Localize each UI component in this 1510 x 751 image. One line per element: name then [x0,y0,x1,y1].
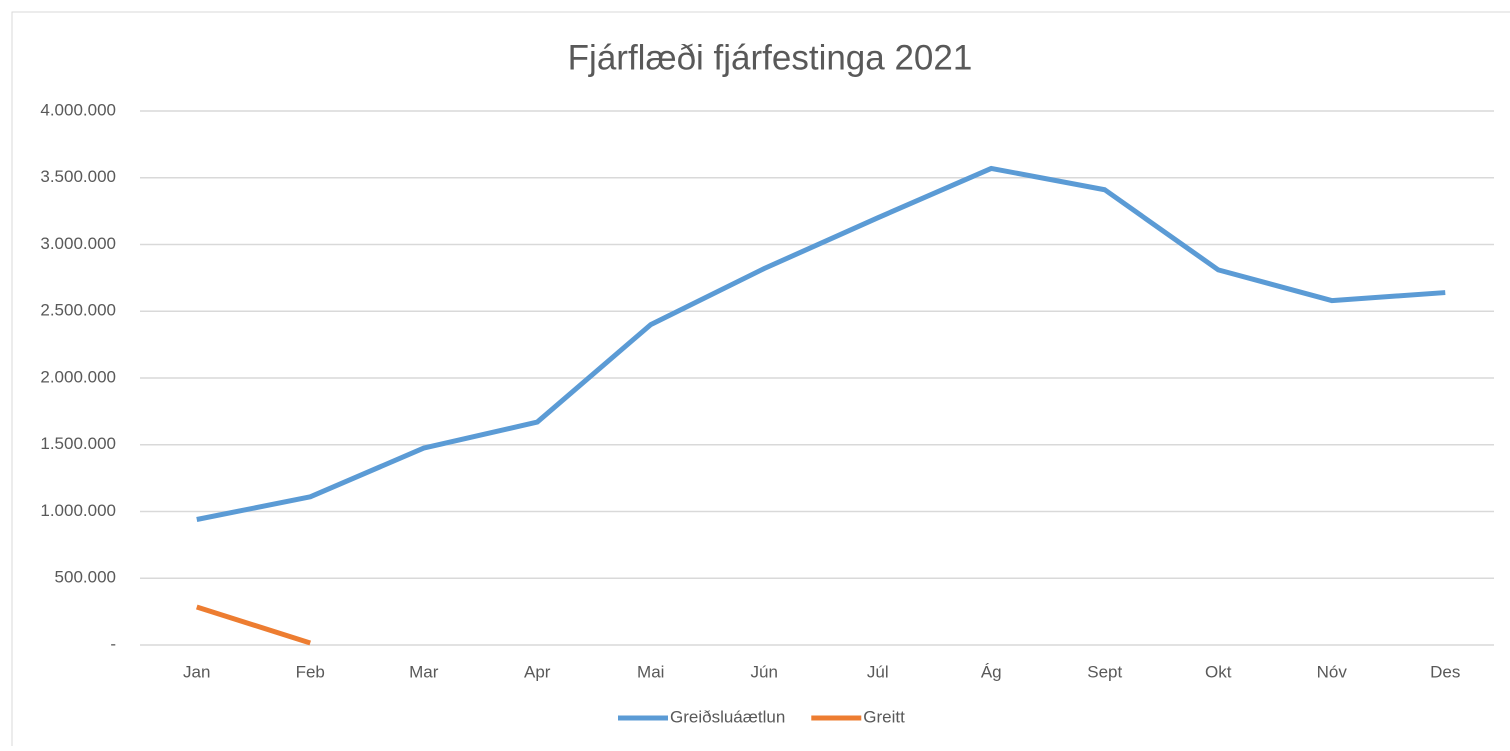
x-tick-label: Ág [981,662,1002,681]
x-tick-label: Sept [1087,662,1122,681]
legend-label: Greiðsluáætlun [670,707,785,726]
x-tick-label: Okt [1205,662,1232,681]
series-line [195,604,312,646]
y-tick-label: 2.000.000 [40,367,116,386]
y-tick-label: 3.500.000 [40,167,116,186]
y-tick-label: 1.000.000 [40,501,116,520]
x-tick-label: Mar [409,662,439,681]
x-tick-label: Júl [867,662,889,681]
chart-border [11,11,1510,751]
x-tick-label: Apr [524,662,551,681]
y-tick-label: 500.000 [55,568,116,587]
y-tick-label: 4.000.000 [40,100,116,119]
x-tick-label: Mai [637,662,664,681]
y-tick-label: 3.000.000 [40,234,116,253]
x-tick-label: Jan [183,662,210,681]
legend-label: Greitt [863,707,905,726]
x-tick-label: Des [1430,662,1460,681]
series-line [196,165,1446,522]
x-tick-label: Feb [296,662,325,681]
y-tick-label: 2.500.000 [40,301,116,320]
y-tick-label: - [110,634,116,653]
x-tick-label: Jún [751,662,778,681]
x-tick-label: Nóv [1317,662,1348,681]
chart-title: Fjárflæði fjárfestinga 2021 [568,38,973,77]
y-tick-label: 1.500.000 [40,434,116,453]
